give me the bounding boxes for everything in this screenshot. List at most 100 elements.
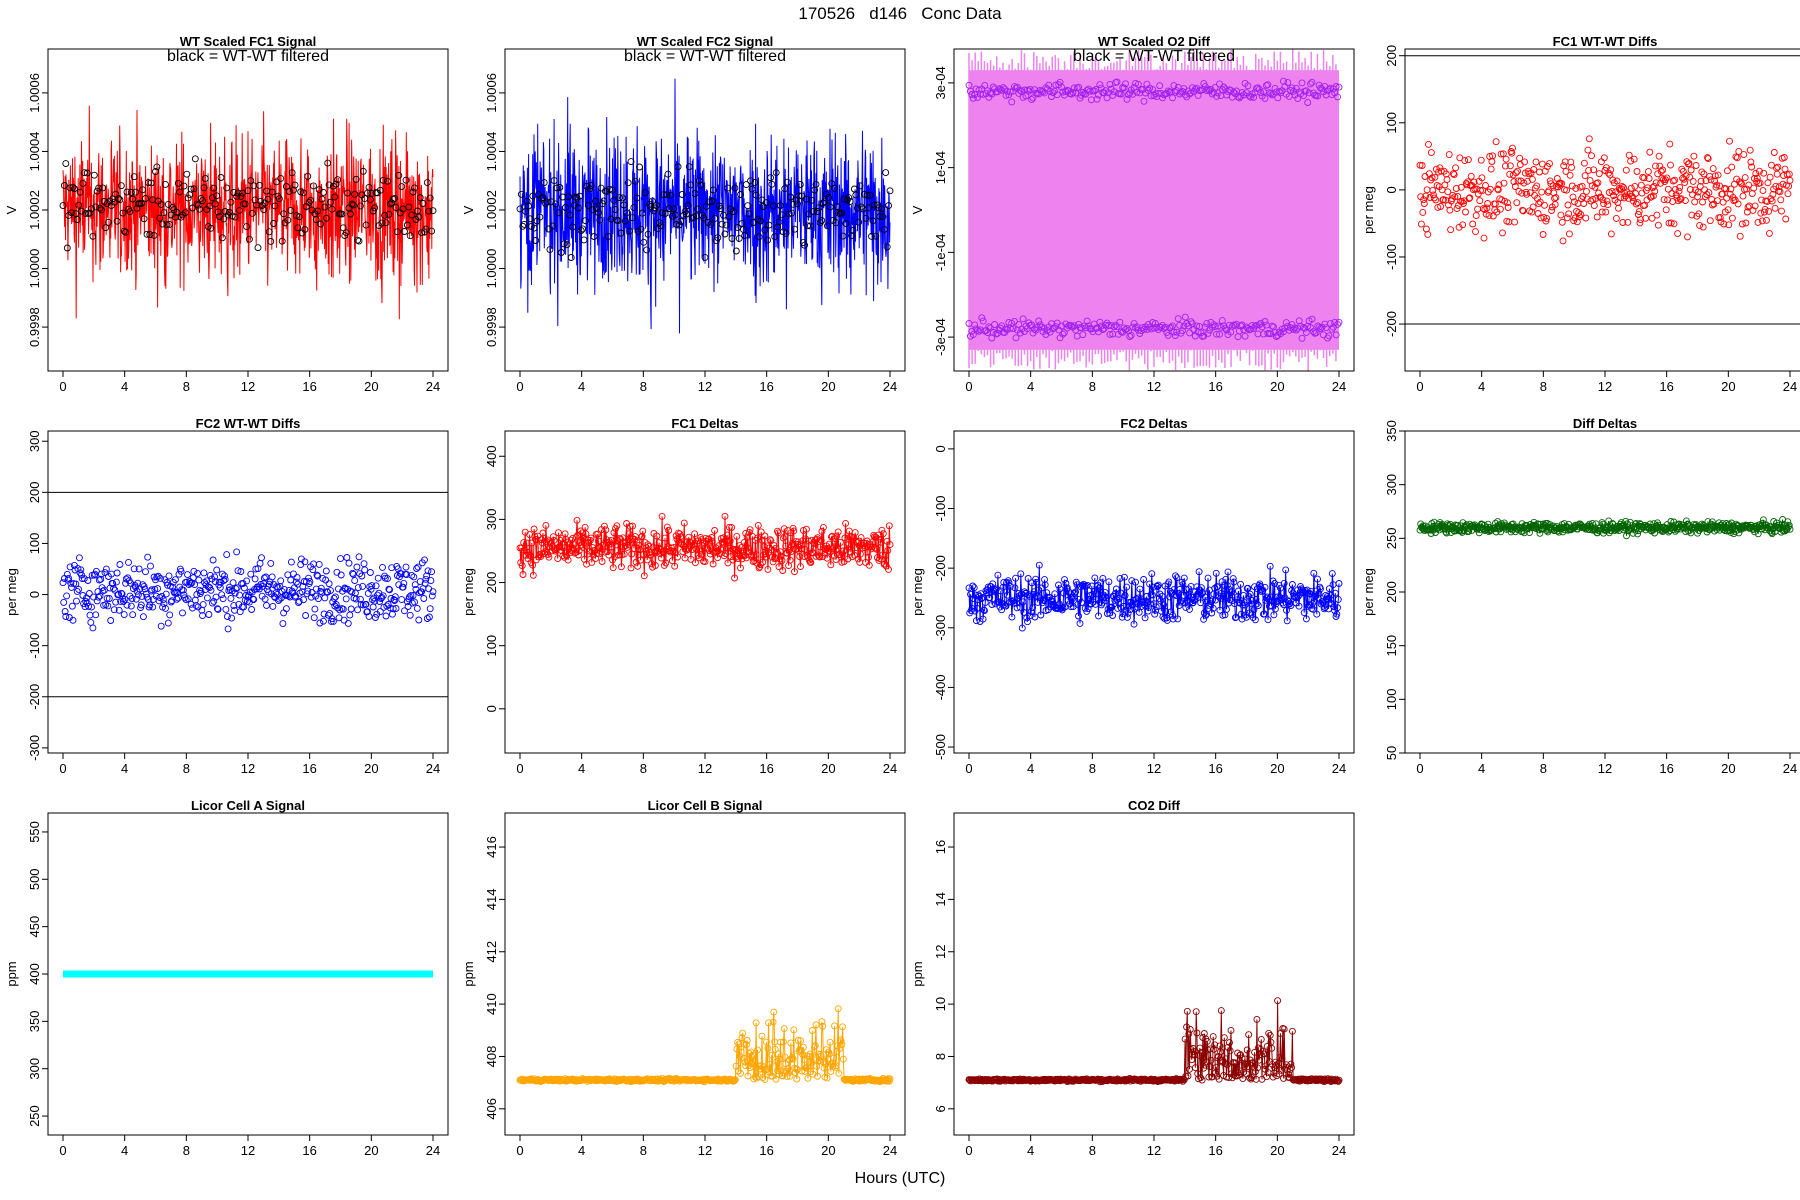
- data-point: [1206, 1045, 1214, 1053]
- data-point: [751, 1073, 759, 1081]
- data-point: [573, 516, 581, 524]
- data-point: [243, 577, 251, 585]
- y-tick-label: 50: [1384, 746, 1399, 760]
- data-point: [1129, 90, 1137, 98]
- data-point: [147, 179, 155, 187]
- data-point: [1187, 318, 1195, 326]
- data-point: [342, 595, 350, 603]
- data-point: [708, 197, 716, 205]
- data-point: [880, 225, 888, 233]
- data-point: [728, 524, 736, 531]
- data-point: [1563, 214, 1571, 222]
- data-point: [1251, 616, 1259, 624]
- data-point: [657, 222, 665, 230]
- data-point: [221, 575, 229, 583]
- data-point: [1677, 195, 1685, 203]
- data-point: [1672, 521, 1680, 529]
- data-point: [304, 172, 312, 180]
- data-point: [206, 571, 214, 579]
- data-point: [1298, 334, 1306, 342]
- data-point: [1002, 91, 1010, 99]
- data-point: [563, 241, 571, 249]
- data-point: [1149, 591, 1156, 599]
- data-point: [594, 537, 602, 545]
- data-point: [314, 595, 322, 603]
- data-point: [66, 184, 74, 192]
- data-point: [1062, 88, 1070, 95]
- data-point: [279, 620, 287, 628]
- data-point: [1768, 529, 1775, 537]
- data-point: [392, 605, 400, 612]
- data-point: [369, 603, 377, 611]
- data-point: [876, 535, 884, 543]
- data-point: [426, 194, 434, 202]
- data-point: [1709, 165, 1717, 173]
- y-axis-label: per meg: [1361, 568, 1376, 616]
- data-point: [784, 1065, 792, 1073]
- data-point: [1417, 220, 1425, 228]
- data-point: [560, 544, 568, 552]
- data-point: [839, 232, 847, 240]
- data-point: [1477, 186, 1484, 194]
- data-point: [1241, 1055, 1249, 1063]
- data-point: [1488, 158, 1496, 165]
- data-point: [1099, 574, 1107, 582]
- data-point: [351, 577, 359, 585]
- data-point: [1335, 580, 1343, 587]
- y-tick-label: 0: [484, 705, 499, 712]
- y-tick-label: -200: [1384, 311, 1399, 337]
- y-tick-label: 1.0002: [484, 190, 499, 230]
- data-point: [1203, 1058, 1210, 1066]
- data-point: [969, 331, 977, 339]
- data-point: [174, 179, 182, 187]
- data-point: [1422, 192, 1430, 200]
- data-point: [1580, 200, 1588, 207]
- data-point: [1012, 84, 1020, 92]
- y-tick-label: -100: [27, 633, 42, 659]
- data-point: [603, 548, 611, 556]
- data-point: [579, 543, 587, 551]
- data-point: [62, 613, 70, 620]
- data-point: [529, 571, 537, 579]
- data-point: [644, 230, 652, 238]
- data-point: [1210, 1045, 1218, 1053]
- data-point: [1774, 163, 1782, 171]
- data-point: [707, 220, 715, 228]
- data-point: [970, 584, 978, 592]
- data-point: [1229, 575, 1237, 583]
- data-point: [575, 547, 583, 555]
- data-point: [1191, 596, 1199, 604]
- data-point: [1124, 609, 1132, 617]
- data-point: [327, 617, 335, 625]
- data-point: [965, 584, 973, 592]
- data-point: [711, 527, 719, 534]
- data-point: [1693, 212, 1701, 220]
- data-point: [1436, 164, 1444, 172]
- data-point: [1210, 321, 1218, 329]
- data-point: [223, 613, 231, 620]
- data-point: [839, 1055, 847, 1063]
- data-point: [789, 524, 797, 532]
- data-point: [1209, 1033, 1217, 1041]
- data-point: [580, 236, 588, 244]
- data-point: [1608, 519, 1616, 527]
- data-point: [90, 593, 98, 601]
- data-point: [365, 183, 373, 191]
- data-point: [1257, 1035, 1265, 1043]
- data-point: [542, 521, 550, 529]
- y-axis-label: per meg: [4, 568, 19, 616]
- data-point: [627, 158, 635, 166]
- data-point: [674, 553, 682, 561]
- data-point: [1333, 610, 1341, 618]
- data-point: [126, 592, 134, 600]
- data-point: [1008, 613, 1016, 621]
- data-point: [1145, 603, 1153, 611]
- data-point: [282, 183, 290, 190]
- data-point: [72, 580, 80, 588]
- data-point: [1604, 201, 1612, 209]
- data-point: [342, 229, 350, 237]
- data-point: [661, 534, 669, 542]
- data-point: [1248, 1074, 1256, 1081]
- data-point: [107, 617, 115, 624]
